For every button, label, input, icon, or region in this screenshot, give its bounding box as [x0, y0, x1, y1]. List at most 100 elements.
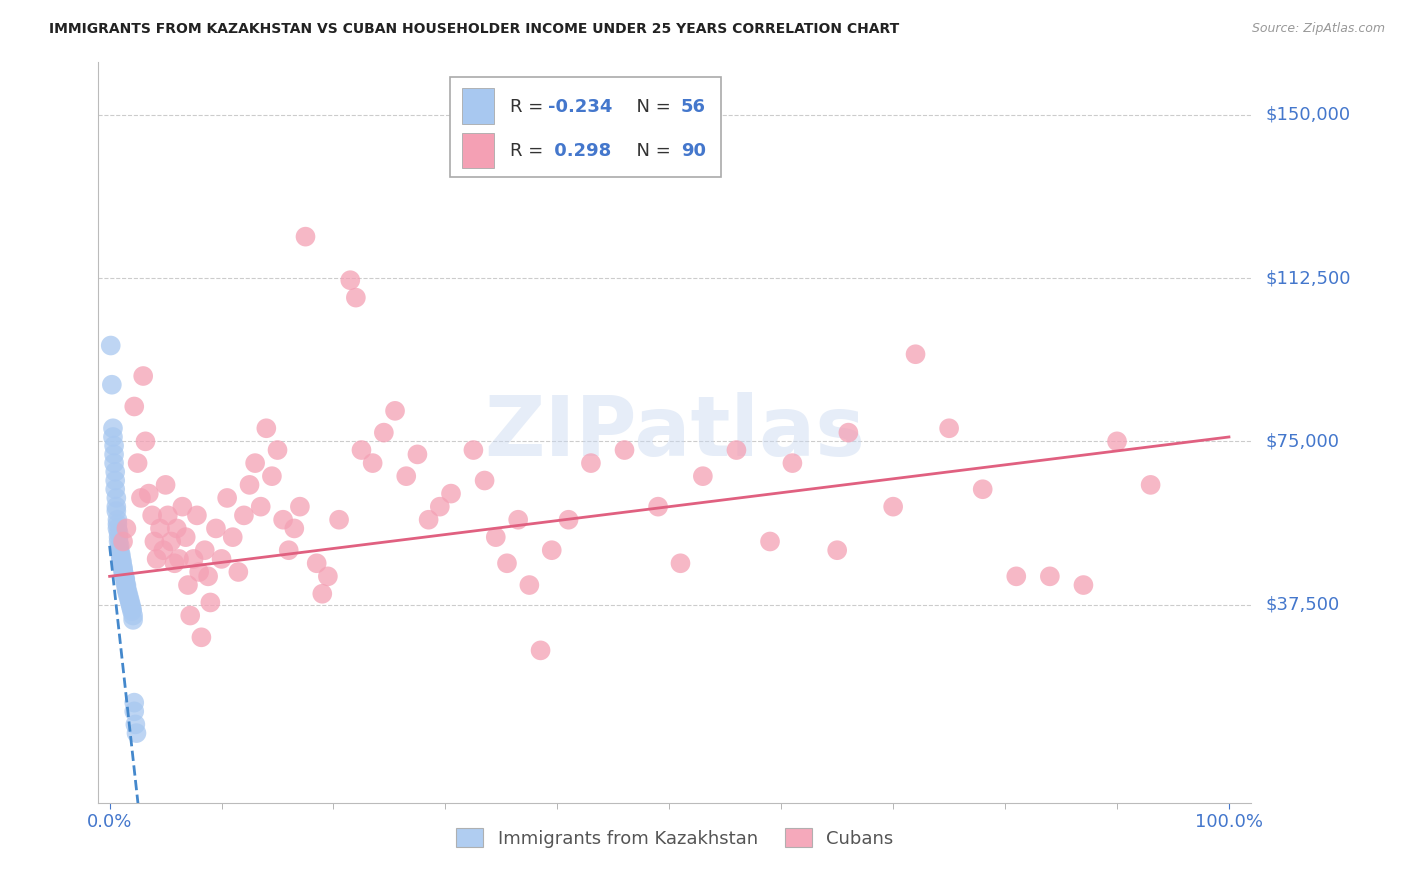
Point — [155, 478, 177, 492]
Point — [107, 513, 129, 527]
Point — [143, 534, 166, 549]
Point — [529, 643, 551, 657]
Text: 90: 90 — [681, 143, 706, 161]
Point — [725, 443, 748, 458]
Point — [217, 491, 239, 505]
Point — [222, 530, 245, 544]
Point — [118, 595, 141, 609]
Point — [163, 556, 186, 570]
Point — [122, 613, 145, 627]
Point — [339, 273, 361, 287]
Point — [249, 500, 271, 514]
Point — [103, 439, 125, 453]
Point — [112, 534, 135, 549]
Point — [350, 443, 373, 458]
Point — [174, 530, 197, 544]
Point — [238, 478, 260, 492]
Point — [124, 717, 146, 731]
Point — [825, 543, 848, 558]
Point — [110, 548, 132, 562]
Point — [107, 530, 129, 544]
Text: R =: R = — [510, 98, 548, 116]
Point — [938, 421, 960, 435]
Point — [117, 591, 139, 606]
Text: -0.234: -0.234 — [548, 98, 613, 116]
Point — [108, 545, 131, 559]
Point — [122, 696, 145, 710]
Point — [1005, 569, 1028, 583]
Point — [107, 521, 129, 535]
Text: $75,000: $75,000 — [1265, 433, 1340, 450]
Text: Source: ZipAtlas.com: Source: ZipAtlas.com — [1251, 22, 1385, 36]
Point — [243, 456, 266, 470]
Point — [117, 584, 139, 599]
Point — [395, 469, 418, 483]
Point — [294, 229, 316, 244]
Point — [429, 500, 451, 514]
Point — [232, 508, 254, 523]
Point — [311, 587, 333, 601]
Text: $150,000: $150,000 — [1265, 105, 1350, 124]
Point — [406, 447, 429, 461]
Legend: Immigrants from Kazakhstan, Cubans: Immigrants from Kazakhstan, Cubans — [447, 819, 903, 856]
Point — [103, 447, 125, 461]
Point — [759, 534, 782, 549]
Point — [112, 569, 135, 583]
Text: 56: 56 — [681, 98, 706, 116]
Point — [463, 443, 485, 458]
Point — [1039, 569, 1062, 583]
Point — [692, 469, 714, 483]
Point — [316, 569, 339, 583]
Point — [190, 630, 212, 644]
Point — [266, 443, 288, 458]
Point — [188, 565, 211, 579]
Point — [105, 491, 128, 505]
Point — [1105, 434, 1128, 449]
Point — [579, 456, 602, 470]
Point — [647, 500, 669, 514]
Point — [112, 560, 135, 574]
Point — [160, 534, 183, 549]
Point — [112, 565, 135, 579]
Point — [328, 513, 350, 527]
Point — [134, 434, 156, 449]
Point — [260, 469, 283, 483]
Point — [197, 569, 219, 583]
Point — [138, 486, 160, 500]
Point — [103, 456, 125, 470]
Point — [540, 543, 562, 558]
Point — [904, 347, 927, 361]
Text: N =: N = — [626, 98, 676, 116]
Point — [361, 456, 384, 470]
Point — [167, 552, 190, 566]
Point — [121, 602, 143, 616]
Point — [145, 552, 167, 566]
Point — [519, 578, 541, 592]
FancyBboxPatch shape — [461, 133, 494, 169]
Point — [179, 608, 201, 623]
Point — [440, 486, 463, 500]
Point — [228, 565, 250, 579]
Point — [344, 291, 367, 305]
Text: $112,500: $112,500 — [1265, 269, 1351, 287]
Point — [166, 521, 188, 535]
Point — [104, 474, 127, 488]
Point — [105, 504, 128, 518]
Point — [782, 456, 804, 470]
Point — [115, 582, 138, 597]
Point — [972, 482, 994, 496]
Text: IMMIGRANTS FROM KAZAKHSTAN VS CUBAN HOUSEHOLDER INCOME UNDER 25 YEARS CORRELATIO: IMMIGRANTS FROM KAZAKHSTAN VS CUBAN HOUS… — [49, 22, 900, 37]
Point — [107, 534, 129, 549]
Point — [104, 465, 127, 479]
Point — [141, 508, 163, 523]
Point — [117, 587, 139, 601]
Point — [118, 593, 141, 607]
Point — [496, 556, 519, 570]
Point — [107, 525, 129, 540]
Point — [485, 530, 508, 544]
Point — [111, 554, 134, 568]
Point — [384, 404, 406, 418]
Point — [114, 575, 136, 590]
Point — [418, 513, 440, 527]
Point — [112, 567, 135, 582]
